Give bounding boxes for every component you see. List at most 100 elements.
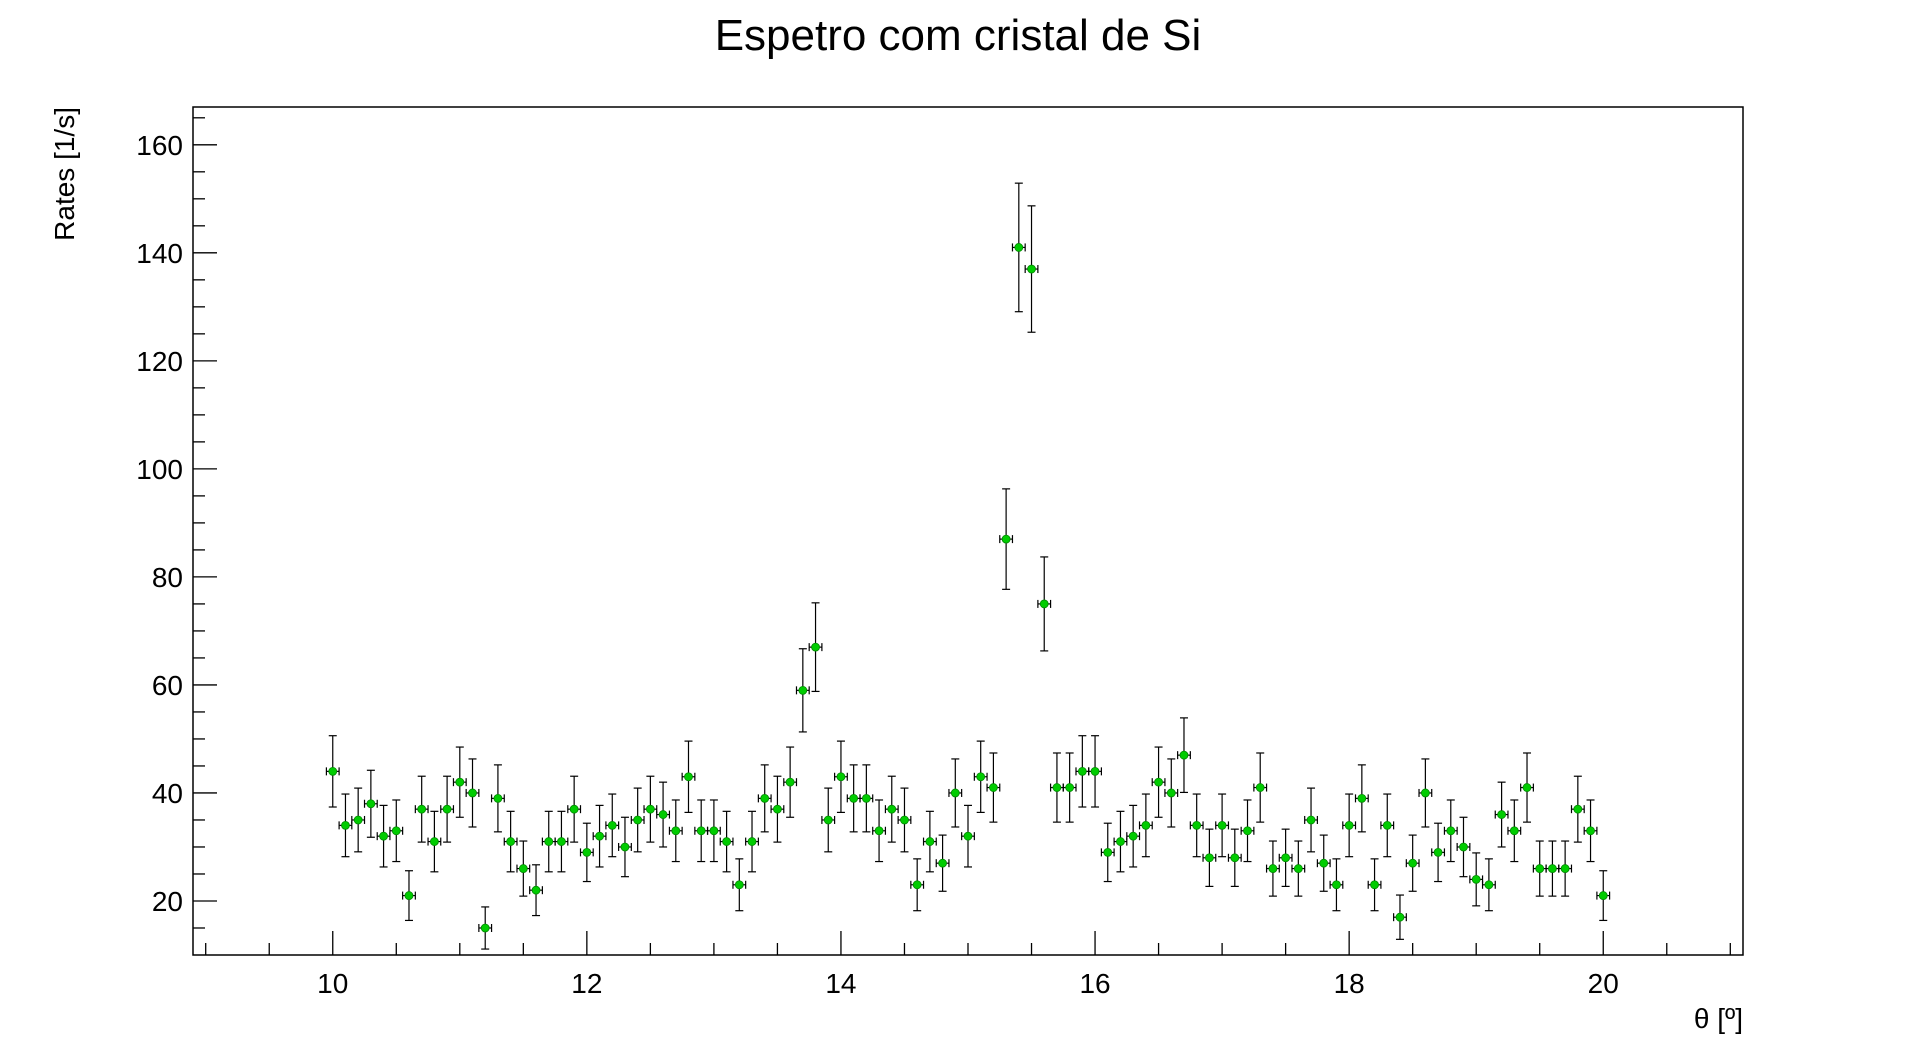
point-marker: [1230, 853, 1240, 863]
data-point: [1177, 717, 1191, 794]
x-tick-label: 14: [825, 968, 856, 999]
data-point: [402, 870, 416, 922]
point-marker: [1408, 858, 1418, 868]
y-axis-title: Rates [1/s]: [49, 107, 80, 241]
x-tick-label: 20: [1588, 968, 1619, 999]
point-marker: [861, 793, 871, 803]
data-point: [363, 769, 378, 838]
data-point: [1151, 746, 1166, 818]
point-marker: [1116, 837, 1125, 846]
data-point: [1189, 793, 1204, 858]
data-point: [1405, 834, 1420, 892]
point-marker: [938, 858, 947, 868]
point-marker: [391, 826, 401, 836]
point-marker: [1255, 783, 1265, 792]
data-point: [732, 858, 747, 912]
point-marker: [747, 837, 757, 846]
point-marker: [1001, 534, 1011, 544]
y-tick-label: 160: [136, 130, 183, 161]
data-point: [681, 740, 696, 814]
point-marker: [963, 831, 973, 841]
y-tick-label: 100: [136, 454, 183, 485]
data-point: [1278, 828, 1293, 888]
point-marker: [1560, 864, 1570, 873]
point-marker: [1420, 788, 1430, 798]
data-point: [579, 822, 594, 883]
data-point: [1062, 752, 1077, 823]
point-marker: [1573, 804, 1583, 814]
data-point: [1494, 781, 1509, 848]
data-point: [1520, 752, 1534, 823]
data-point: [1126, 804, 1141, 868]
point-marker: [1243, 826, 1252, 836]
point-marker: [582, 847, 592, 857]
point-marker: [1192, 820, 1202, 830]
data-point: [516, 840, 531, 897]
point-marker: [811, 642, 820, 652]
data-point: [1138, 793, 1153, 858]
data-point: [1507, 799, 1522, 863]
data-point: [719, 810, 734, 873]
point-marker: [874, 826, 884, 836]
point-marker: [379, 831, 388, 841]
data-points: [325, 182, 1611, 950]
data-point: [821, 787, 836, 853]
point-marker: [1065, 783, 1075, 792]
point-marker: [1319, 858, 1329, 868]
point-marker: [1471, 874, 1481, 884]
y-axis: 20 40 60 80 100 120 140 160: [136, 117, 217, 929]
point-marker: [773, 804, 782, 814]
point-marker: [836, 772, 846, 782]
point-marker: [353, 815, 363, 825]
point-marker: [684, 772, 693, 782]
data-point: [656, 781, 671, 848]
data-point: [922, 810, 937, 873]
data-point: [884, 775, 899, 843]
point-marker: [1306, 815, 1316, 825]
data-point: [986, 752, 1001, 823]
point-marker: [696, 826, 706, 836]
data-point: [757, 764, 772, 833]
point-marker: [785, 777, 795, 787]
point-marker: [798, 685, 808, 695]
point-marker: [900, 815, 909, 825]
point-marker: [912, 880, 922, 890]
data-point: [694, 799, 709, 863]
point-marker: [531, 885, 541, 895]
point-marker: [1027, 264, 1036, 274]
data-point: [783, 746, 798, 818]
data-point: [859, 764, 874, 833]
data-point: [668, 799, 683, 863]
point-marker: [1103, 847, 1113, 857]
data-point: [1570, 775, 1585, 843]
point-marker: [328, 766, 338, 776]
data-point: [935, 834, 950, 892]
point-marker: [1332, 880, 1341, 890]
data-point: [1100, 822, 1115, 883]
data-point: [1329, 858, 1344, 912]
point-marker: [480, 923, 490, 933]
y-tick-label: 80: [152, 562, 183, 593]
data-point: [605, 793, 620, 858]
point-marker: [1433, 847, 1443, 857]
data-point: [1583, 799, 1598, 863]
data-point: [338, 793, 353, 858]
point-marker: [1497, 810, 1507, 819]
point-marker: [429, 837, 439, 846]
point-marker: [1217, 820, 1227, 830]
data-point: [948, 758, 963, 828]
point-marker: [1382, 820, 1392, 830]
data-point: [1596, 870, 1611, 922]
data-point: [706, 799, 721, 863]
point-marker: [1459, 842, 1468, 852]
chart-title: Espetro com cristal de Si: [715, 11, 1202, 60]
data-point: [325, 735, 340, 808]
point-marker: [1535, 864, 1545, 873]
data-point: [1558, 840, 1573, 897]
y-tick-label: 140: [136, 238, 183, 269]
data-point: [452, 746, 467, 818]
data-point: [643, 775, 658, 843]
point-marker: [1141, 820, 1151, 830]
data-point: [1088, 735, 1103, 808]
